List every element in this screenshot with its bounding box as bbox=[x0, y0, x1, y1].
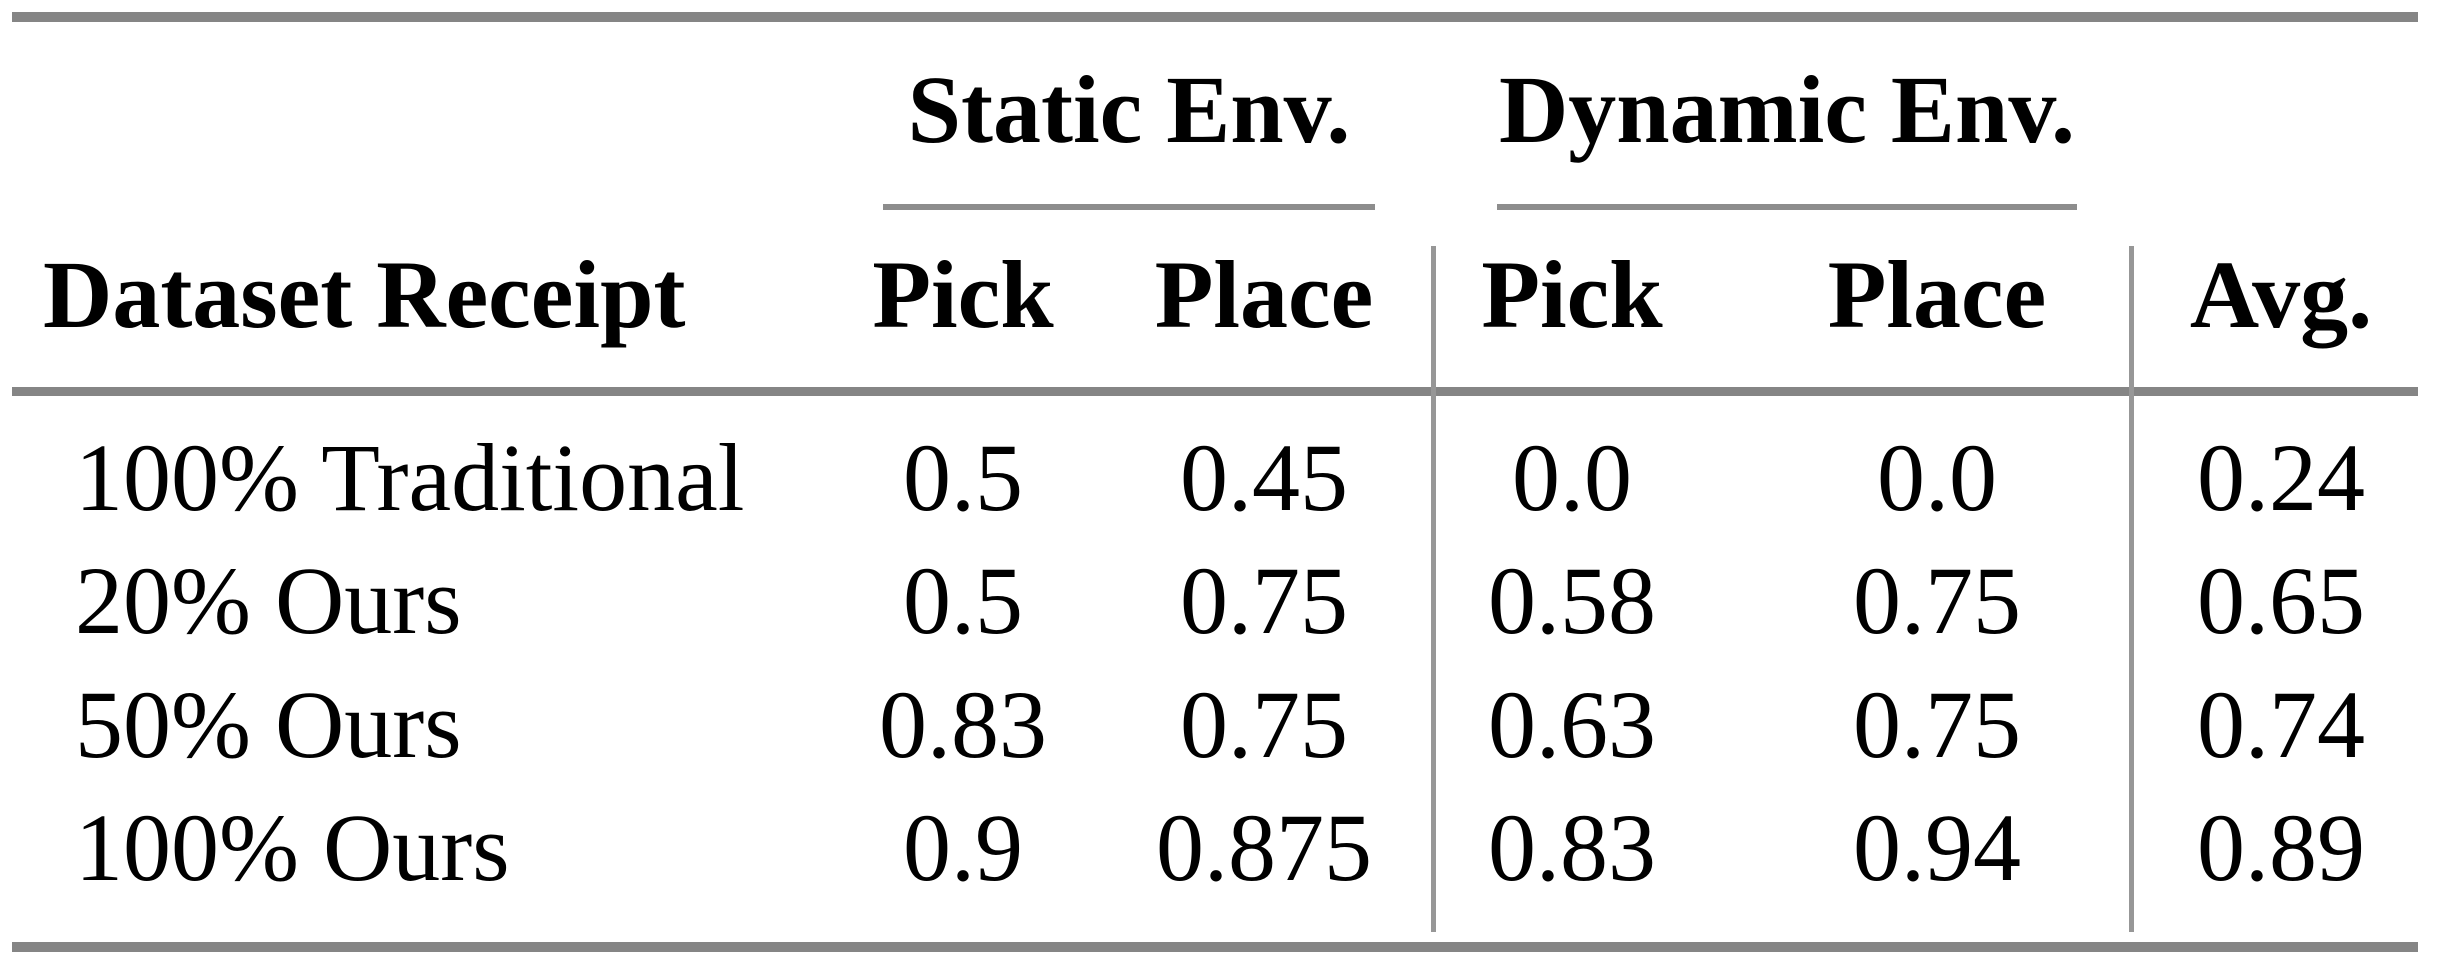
table-cell: 0.58 bbox=[1488, 547, 1656, 654]
vertical-divider-dynamic-avg bbox=[2129, 246, 2134, 932]
column-header-dynamic-place: Place bbox=[1827, 241, 2047, 348]
group-header-dynamic-env: Dynamic Env. bbox=[1498, 56, 2076, 163]
table-cell: 0.89 bbox=[2197, 794, 2365, 901]
table-cell: 0.63 bbox=[1488, 671, 1656, 778]
row-label: 50% Ours bbox=[75, 671, 462, 778]
table-cell: 0.75 bbox=[1180, 671, 1348, 778]
table-cell: 0.5 bbox=[903, 547, 1023, 654]
vertical-divider-static-dynamic bbox=[1431, 246, 1436, 932]
group-header-static-env: Static Env. bbox=[907, 56, 1351, 163]
table-cell: 0.9 bbox=[903, 794, 1023, 901]
table-cell: 0.5 bbox=[903, 424, 1023, 531]
column-header-dataset-receipt: Dataset Receipt bbox=[43, 241, 686, 348]
table-cell: 0.74 bbox=[2197, 671, 2365, 778]
bottom-rule bbox=[12, 942, 2418, 952]
table-cell: 0.0 bbox=[1877, 424, 1997, 531]
table-cell: 0.0 bbox=[1512, 424, 1632, 531]
table-cell: 0.75 bbox=[1853, 547, 2021, 654]
top-rule bbox=[12, 12, 2418, 22]
table-cell: 0.45 bbox=[1180, 424, 1348, 531]
table-cell: 0.75 bbox=[1180, 547, 1348, 654]
column-header-static-pick: Pick bbox=[872, 241, 1054, 348]
table-cell: 0.875 bbox=[1156, 794, 1372, 901]
column-header-dynamic-pick: Pick bbox=[1481, 241, 1663, 348]
table-cell: 0.83 bbox=[879, 671, 1047, 778]
table-cell: 0.75 bbox=[1853, 671, 2021, 778]
dynamic-env-underline bbox=[1497, 204, 2077, 210]
static-env-underline bbox=[883, 204, 1375, 210]
table-cell: 0.65 bbox=[2197, 547, 2365, 654]
table-cell: 0.24 bbox=[2197, 424, 2365, 531]
column-header-avg: Avg. bbox=[2189, 241, 2373, 348]
mid-rule bbox=[12, 387, 2418, 396]
table-cell: 0.83 bbox=[1488, 794, 1656, 901]
row-label: 100% Traditional bbox=[75, 424, 745, 531]
row-label: 20% Ours bbox=[75, 547, 462, 654]
row-label: 100% Ours bbox=[75, 794, 510, 901]
table-cell: 0.94 bbox=[1853, 794, 2021, 901]
column-header-static-place: Place bbox=[1154, 241, 1374, 348]
